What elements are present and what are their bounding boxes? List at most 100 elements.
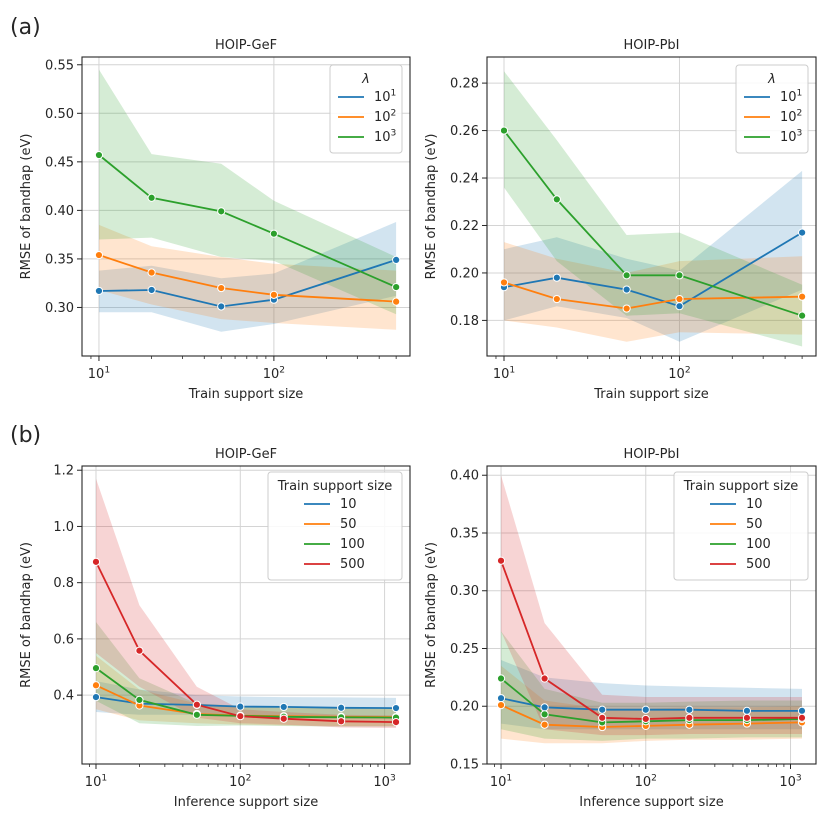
legend-title: Train support size bbox=[277, 479, 393, 494]
axes-frame bbox=[81, 465, 411, 765]
x-tick-label: 101 bbox=[88, 366, 110, 382]
x-tick-label: 101 bbox=[85, 774, 107, 790]
data-point bbox=[798, 228, 807, 237]
x-tick-label-exp: 1 bbox=[101, 774, 107, 784]
y-tick-label: 0.18 bbox=[450, 314, 479, 329]
x-tick-label-base: 10 bbox=[263, 367, 280, 382]
x-tick-label-base: 10 bbox=[88, 367, 105, 382]
data-point bbox=[192, 710, 201, 719]
y-tick-label: 0.55 bbox=[45, 58, 74, 73]
x-tick-label-exp: 1 bbox=[509, 366, 515, 376]
data-point bbox=[392, 255, 401, 264]
confidence-band-3 bbox=[96, 478, 396, 728]
data-point bbox=[797, 706, 807, 715]
data-point bbox=[540, 703, 549, 712]
legend-label-1: 50 bbox=[340, 517, 357, 532]
x-tick-label-base: 10 bbox=[85, 775, 102, 790]
legend-label-0-base: 10 bbox=[780, 90, 797, 105]
y-tick-label: 0.15 bbox=[450, 758, 479, 773]
x-tick-label: 103 bbox=[373, 774, 396, 790]
panel-label-a: (a) bbox=[10, 15, 41, 40]
x-tick-label-exp: 1 bbox=[104, 366, 110, 376]
panel-label-b: (b) bbox=[10, 423, 41, 448]
data-point bbox=[685, 705, 694, 714]
data-point bbox=[147, 285, 156, 295]
y-tick-label: 0.25 bbox=[450, 642, 479, 657]
y-tick-label: 0.40 bbox=[45, 204, 74, 219]
data-point bbox=[798, 311, 807, 320]
data-point bbox=[147, 193, 156, 202]
data-point bbox=[552, 273, 561, 282]
x-tick-label-exp: 3 bbox=[796, 774, 802, 784]
y-tick-label: 1.0 bbox=[53, 520, 74, 535]
x-tick-label: 102 bbox=[635, 774, 657, 790]
data-point bbox=[641, 705, 650, 714]
legend-label-0-base: 10 bbox=[374, 90, 391, 105]
y-tick-label: 0.30 bbox=[45, 301, 74, 316]
data-point bbox=[622, 304, 631, 313]
data-point bbox=[135, 695, 144, 705]
data-point bbox=[192, 700, 201, 709]
x-tick-label: 102 bbox=[668, 366, 690, 382]
confidence-band-1 bbox=[99, 224, 397, 330]
data-point bbox=[675, 294, 684, 304]
x-tick-label-base: 10 bbox=[635, 775, 652, 790]
chart-title: HOIP-PbI bbox=[623, 447, 679, 462]
confidence-band-0 bbox=[99, 222, 397, 332]
data-point bbox=[94, 286, 104, 296]
y-tick-label: 0.30 bbox=[450, 584, 479, 599]
x-tick-label-base: 10 bbox=[490, 775, 507, 790]
legend-label-0-base: 10 bbox=[340, 497, 357, 512]
y-axis-label: RMSE of bandhap (eV) bbox=[424, 134, 439, 280]
data-point bbox=[742, 713, 752, 722]
x-tick-label-exp: 2 bbox=[685, 366, 691, 376]
y-tick-label: 0.4 bbox=[53, 689, 74, 704]
x-tick-label: 101 bbox=[493, 366, 515, 382]
y-tick-label: 0.45 bbox=[45, 155, 74, 170]
x-tick-label-exp: 2 bbox=[651, 774, 657, 784]
x-axis-label: Train support size bbox=[188, 387, 304, 402]
x-tick-label: 101 bbox=[490, 774, 512, 790]
data-point bbox=[540, 710, 549, 719]
x-tick-label-exp: 2 bbox=[246, 774, 252, 784]
data-point bbox=[391, 703, 401, 713]
data-point bbox=[94, 250, 104, 260]
data-point bbox=[236, 702, 245, 711]
legend-label-3: 500 bbox=[340, 557, 365, 572]
data-point bbox=[94, 150, 104, 160]
data-point bbox=[540, 720, 549, 729]
data-point bbox=[742, 706, 752, 715]
legend-label-2: 100 bbox=[340, 537, 365, 552]
data-point bbox=[392, 297, 401, 306]
legend-label-1-base: 10 bbox=[780, 110, 797, 125]
data-point bbox=[217, 283, 226, 293]
legend-label-1-base: 50 bbox=[746, 517, 763, 532]
x-tick-label: 103 bbox=[779, 774, 802, 790]
y-tick-label: 0.35 bbox=[450, 526, 479, 541]
legend-label-0-base: 10 bbox=[746, 497, 763, 512]
data-point bbox=[598, 713, 607, 722]
legend-label-0-exp: 1 bbox=[391, 89, 397, 99]
x-tick-label-base: 10 bbox=[373, 775, 390, 790]
confidence-band-2 bbox=[501, 631, 802, 741]
y-tick-label: 0.40 bbox=[450, 469, 479, 484]
legend-title: λ bbox=[361, 72, 370, 87]
data-point bbox=[236, 712, 245, 721]
data-point bbox=[217, 302, 226, 311]
data-point bbox=[496, 694, 506, 703]
data-point bbox=[797, 713, 807, 722]
data-point bbox=[391, 718, 401, 727]
y-tick-label: 1.2 bbox=[53, 464, 74, 479]
axes-frame bbox=[81, 56, 411, 357]
data-point bbox=[217, 207, 226, 216]
axes-frame bbox=[486, 56, 817, 357]
legend-label-2: 103 bbox=[374, 129, 397, 145]
data-point bbox=[496, 674, 506, 683]
legend-label-2-base: 10 bbox=[780, 130, 797, 145]
legend-label-0: 10 bbox=[746, 497, 763, 512]
confidence-band-2 bbox=[99, 69, 397, 315]
